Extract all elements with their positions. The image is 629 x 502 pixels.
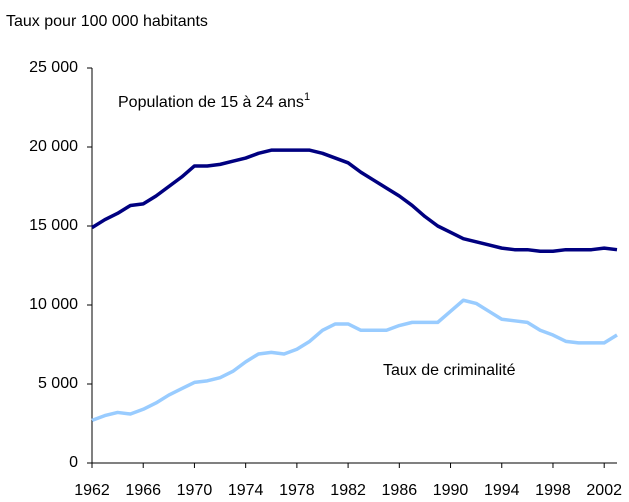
x-tick-label: 1974 (228, 482, 264, 499)
y-tick-label: 15 000 (29, 217, 78, 234)
x-tick-label: 2002 (586, 482, 622, 499)
series-name: Taux de criminalité (383, 362, 516, 379)
y-tick-label: 5 000 (38, 375, 78, 392)
x-tick-label: 1962 (74, 482, 110, 499)
footnote-mark: 1 (304, 91, 310, 103)
y-tick-label: 0 (69, 454, 78, 471)
x-tick-label: 1970 (177, 482, 213, 499)
y-axis-label: Taux pour 100 000 habitants (6, 13, 208, 30)
x-tick-label: 1966 (125, 482, 161, 499)
series-label: Population de 15 à 24 ans1 (118, 91, 310, 111)
y-tick-label: 10 000 (29, 296, 78, 313)
x-tick-label: 1982 (330, 482, 366, 499)
x-tick-label: 1998 (535, 482, 571, 499)
x-tick-label: 1994 (484, 482, 520, 499)
y-tick-label: 20 000 (29, 138, 78, 155)
series-line (91, 298, 618, 422)
x-tick-label: 1990 (433, 482, 469, 499)
series-name: Population de 15 à 24 ans (118, 94, 304, 111)
x-tick-label: 1978 (279, 482, 315, 499)
x-tick-label: 1986 (382, 482, 418, 499)
series-label: Taux de criminalité (383, 362, 516, 379)
y-tick-label: 25 000 (29, 59, 78, 76)
series-line (91, 148, 618, 254)
